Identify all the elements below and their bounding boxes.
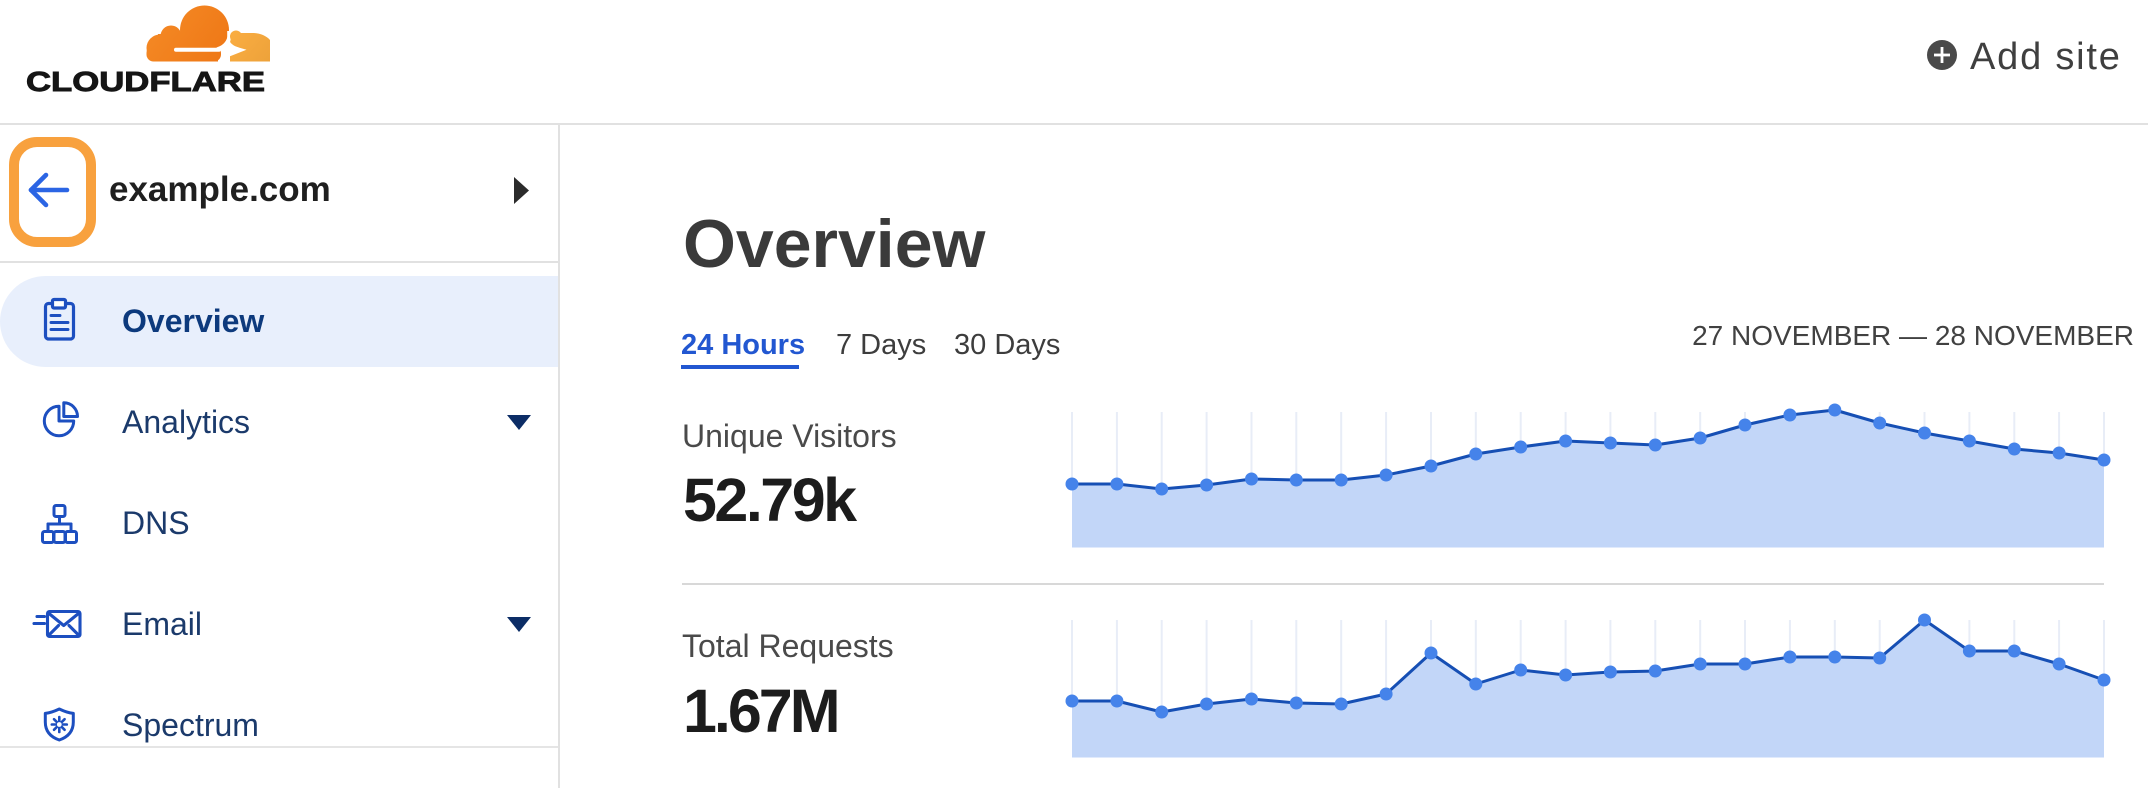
svg-text:CLOUDFLARE: CLOUDFLARE (26, 66, 265, 97)
